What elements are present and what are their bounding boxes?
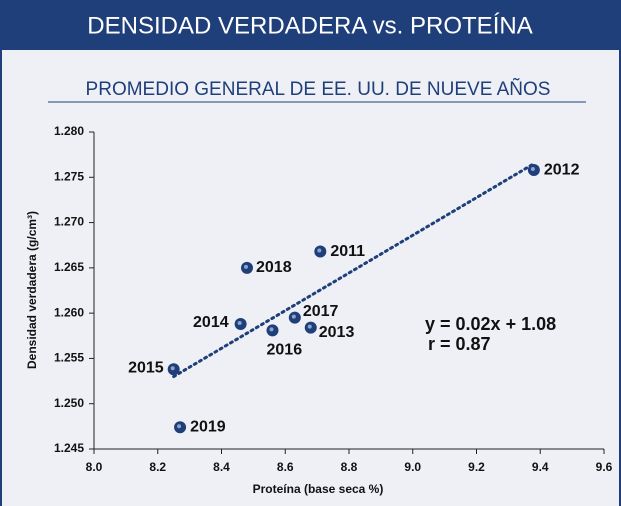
point-highlight bbox=[291, 314, 296, 319]
point-label: 2012 bbox=[544, 161, 580, 178]
point-highlight bbox=[170, 366, 175, 371]
x-tick-label: 8.4 bbox=[213, 460, 230, 474]
point-label: 2011 bbox=[330, 243, 365, 260]
y-axis-title: Densidad verdadera (g/cm³) bbox=[25, 211, 39, 369]
annotation: r = 0.87 bbox=[428, 334, 491, 354]
point-label: 2018 bbox=[256, 259, 292, 276]
trendline bbox=[172, 162, 536, 379]
y-tick-label: 1.260 bbox=[54, 305, 84, 319]
x-tick-label: 9.6 bbox=[596, 460, 613, 474]
point-highlight bbox=[244, 264, 248, 269]
chart-title: DENSIDAD VERDADERA vs. PROTEÍNA bbox=[87, 12, 532, 39]
point-highlight bbox=[237, 321, 242, 326]
x-tick-label: 9.2 bbox=[468, 460, 485, 474]
point-label: 2017 bbox=[303, 303, 339, 320]
y-tick-label: 1.280 bbox=[54, 124, 84, 138]
point-highlight bbox=[307, 324, 312, 329]
y-tick-label: 1.275 bbox=[54, 169, 84, 183]
x-tick-label: 8.6 bbox=[277, 460, 294, 474]
point-label: 2019 bbox=[190, 418, 226, 435]
point-highlight bbox=[269, 327, 274, 332]
header-band bbox=[0, 0, 621, 50]
point-highlight bbox=[177, 424, 182, 429]
point-highlight bbox=[530, 167, 535, 172]
x-tick-label: 8.8 bbox=[341, 460, 358, 474]
chart-subtitle: PROMEDIO GENERAL DE EE. UU. DE NUEVE AÑO… bbox=[86, 78, 551, 100]
x-tick-label: 9.0 bbox=[404, 460, 421, 474]
point-highlight bbox=[317, 248, 322, 253]
y-tick-label: 1.250 bbox=[54, 396, 84, 410]
x-tick-label: 9.4 bbox=[532, 460, 549, 474]
y-tick-label: 1.255 bbox=[54, 351, 84, 365]
y-tick-label: 1.245 bbox=[54, 441, 84, 455]
point-label: 2016 bbox=[267, 342, 303, 359]
y-tick-label: 1.270 bbox=[54, 215, 84, 229]
x-tick-label: 8.2 bbox=[149, 460, 166, 474]
annotation: y = 0.02x + 1.08 bbox=[425, 314, 556, 334]
x-tick-label: 8.0 bbox=[86, 460, 103, 474]
point-label: 2014 bbox=[193, 314, 229, 331]
point-label: 2013 bbox=[319, 324, 355, 341]
y-tick-label: 1.265 bbox=[54, 260, 84, 274]
point-label: 2015 bbox=[128, 360, 164, 377]
x-axis-title: Proteína (base seca %) bbox=[253, 482, 384, 496]
